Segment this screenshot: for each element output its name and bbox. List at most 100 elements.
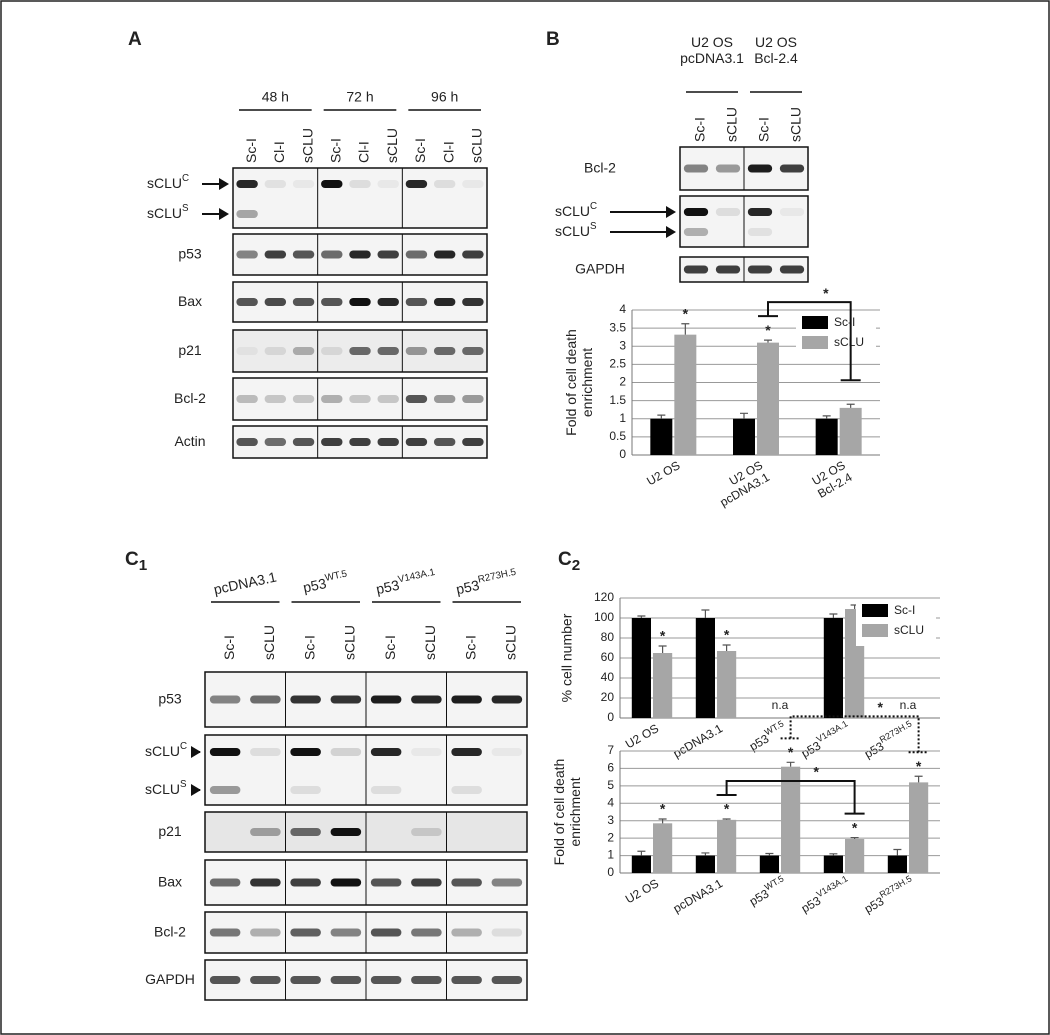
blot-band xyxy=(236,395,258,403)
blot-band xyxy=(250,748,281,756)
row-label-sup: S xyxy=(182,203,189,214)
blot-band xyxy=(491,695,523,704)
legend-swatch xyxy=(862,604,888,617)
blot-band xyxy=(370,928,402,937)
blot-band xyxy=(349,347,371,355)
group-label: 48 h xyxy=(262,89,289,105)
blot-band xyxy=(715,265,741,274)
legend-swatch xyxy=(802,336,828,349)
legend-label: sCLU xyxy=(894,623,924,637)
blot-band xyxy=(292,298,315,306)
bar xyxy=(823,855,843,873)
error-bar xyxy=(765,852,774,856)
y-tick-label: 2 xyxy=(607,830,614,844)
blot-band xyxy=(321,395,343,403)
blot-band xyxy=(236,180,258,188)
lane-label: Sc-I xyxy=(692,117,708,142)
error-bar xyxy=(893,848,902,856)
blot-band xyxy=(292,438,315,446)
row-label-main: sCLU xyxy=(555,203,590,219)
blot-band xyxy=(433,250,456,259)
blot-band xyxy=(321,438,343,446)
row-label-main: sCLU xyxy=(145,781,180,797)
row-label: Bcl-2 xyxy=(154,923,186,939)
blot-band xyxy=(747,265,773,274)
group-label-main: p53 xyxy=(375,576,401,597)
y-axis-title: Fold of cell deathenrichment xyxy=(563,329,595,436)
blot-band xyxy=(747,208,773,216)
blot-band xyxy=(405,347,428,355)
error-bar xyxy=(764,339,772,343)
panel-letter: B xyxy=(546,29,560,50)
blot-band xyxy=(250,828,281,836)
blot-band xyxy=(377,298,399,306)
panel-letter: A xyxy=(128,29,142,50)
error-bar xyxy=(914,775,923,783)
row-label: GAPDH xyxy=(575,260,625,276)
blot-band xyxy=(491,928,523,937)
error-bar xyxy=(829,613,838,618)
blot-band xyxy=(321,298,343,306)
error-bar xyxy=(850,837,859,840)
blot-band xyxy=(411,878,442,887)
row-label-main: sCLU xyxy=(147,175,182,191)
lane-label: Cl-I xyxy=(271,141,287,163)
row-label: p53 xyxy=(158,690,182,706)
blot-band xyxy=(321,180,343,188)
comparison-label: * xyxy=(813,764,819,780)
significance: * xyxy=(660,801,666,817)
row-label: sCLUS xyxy=(147,203,189,221)
y-tick-label: 80 xyxy=(601,630,615,644)
row-label-main: GAPDH xyxy=(575,260,625,276)
blot-band xyxy=(264,438,287,446)
row-label-main: sCLU xyxy=(147,205,182,221)
significance: * xyxy=(724,801,730,817)
blot-band xyxy=(250,928,281,937)
bar xyxy=(815,418,838,455)
y-axis-title: Fold of cell deathenrichment xyxy=(551,759,583,866)
blot-band xyxy=(491,878,523,887)
y-tick-label: 40 xyxy=(601,670,615,684)
lane-label: sCLU xyxy=(503,625,519,660)
blot-band xyxy=(411,748,442,756)
blot-band xyxy=(779,265,805,274)
annotation: n.a xyxy=(900,698,917,712)
lane-label: Cl-I xyxy=(440,141,456,163)
panel-letter-sub: 1 xyxy=(139,557,148,574)
error-bar xyxy=(658,818,667,824)
group-label: U2 OS pcDNA3.1 xyxy=(680,34,744,66)
significance: * xyxy=(765,322,771,338)
group-label-main: p53 xyxy=(454,576,480,597)
blot-band xyxy=(370,878,402,887)
error-bar xyxy=(637,615,646,618)
blot-band xyxy=(330,878,362,887)
row-label: Bcl-2 xyxy=(584,159,616,175)
blot-band xyxy=(451,928,482,937)
blot-band xyxy=(236,210,258,218)
blot-band xyxy=(209,976,241,984)
lane-label: sCLU xyxy=(261,625,277,660)
group-label-sup: WT.5 xyxy=(324,568,349,584)
lane-label: Sc-I xyxy=(221,635,237,660)
bar xyxy=(717,651,737,718)
significance: * xyxy=(724,627,730,643)
error-bar xyxy=(740,412,748,419)
error-bar xyxy=(846,403,855,408)
lane-label: Sc-I xyxy=(243,138,259,163)
row-arrow-head xyxy=(191,784,201,796)
row-label-sup: S xyxy=(180,779,187,790)
blot-band xyxy=(349,180,371,188)
blot-band xyxy=(747,228,773,236)
blot-band xyxy=(683,208,709,216)
legend-label: Sc-I xyxy=(834,315,855,329)
row-arrow-head xyxy=(219,178,229,190)
lane-label: sCLU xyxy=(422,625,438,660)
row-label: Bcl-2 xyxy=(174,390,206,406)
significance: * xyxy=(852,819,858,835)
blot-band xyxy=(264,347,287,355)
y-tick-label: 20 xyxy=(601,690,615,704)
error-bar xyxy=(658,645,667,653)
blot-band xyxy=(236,347,258,355)
blot-band xyxy=(321,347,343,355)
y-tick-label: 0 xyxy=(619,447,626,461)
